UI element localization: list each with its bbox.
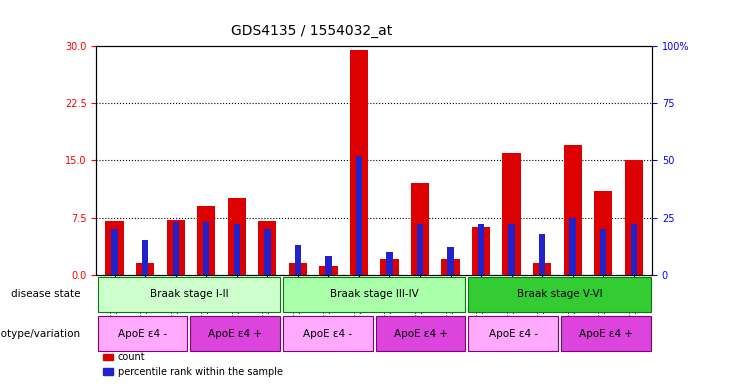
- Legend: count, percentile rank within the sample: count, percentile rank within the sample: [102, 350, 285, 379]
- Bar: [136, 263, 154, 275]
- Bar: [197, 206, 216, 275]
- Text: GDS4135 / 1554032_at: GDS4135 / 1554032_at: [230, 24, 392, 38]
- Text: ApoE ε4 -: ApoE ε4 -: [303, 329, 353, 339]
- FancyBboxPatch shape: [190, 316, 280, 351]
- FancyBboxPatch shape: [283, 316, 373, 351]
- Bar: [508, 224, 515, 275]
- Bar: [472, 227, 491, 275]
- Text: ApoE ε4 +: ApoE ε4 +: [208, 329, 262, 339]
- Bar: [625, 161, 643, 275]
- Text: ApoE ε4 +: ApoE ε4 +: [579, 329, 633, 339]
- Bar: [227, 199, 246, 275]
- Text: genotype/variation: genotype/variation: [0, 329, 81, 339]
- Text: ApoE ε4 +: ApoE ε4 +: [393, 329, 448, 339]
- Bar: [295, 245, 301, 275]
- Bar: [631, 224, 637, 275]
- Bar: [594, 191, 612, 275]
- Bar: [448, 247, 453, 275]
- Bar: [442, 260, 459, 275]
- Bar: [533, 263, 551, 275]
- Bar: [167, 220, 185, 275]
- Bar: [416, 224, 423, 275]
- Bar: [173, 222, 179, 275]
- Bar: [350, 50, 368, 275]
- Bar: [319, 266, 338, 275]
- Bar: [105, 221, 124, 275]
- FancyBboxPatch shape: [283, 276, 465, 312]
- Bar: [111, 229, 118, 275]
- Text: ApoE ε4 -: ApoE ε4 -: [488, 329, 538, 339]
- Bar: [203, 222, 210, 275]
- Bar: [539, 233, 545, 275]
- Bar: [502, 153, 521, 275]
- Text: Braak stage I-II: Braak stage I-II: [150, 289, 228, 300]
- FancyBboxPatch shape: [561, 316, 651, 351]
- Bar: [478, 224, 485, 275]
- Bar: [563, 145, 582, 275]
- Bar: [289, 263, 307, 275]
- Bar: [264, 229, 270, 275]
- FancyBboxPatch shape: [98, 276, 280, 312]
- Bar: [258, 221, 276, 275]
- Bar: [142, 240, 148, 275]
- Text: Braak stage V-VI: Braak stage V-VI: [516, 289, 602, 300]
- Bar: [570, 218, 576, 275]
- Text: ApoE ε4 -: ApoE ε4 -: [118, 329, 167, 339]
- FancyBboxPatch shape: [376, 316, 465, 351]
- Bar: [380, 260, 399, 275]
- Bar: [600, 229, 606, 275]
- Bar: [233, 224, 240, 275]
- Bar: [356, 156, 362, 275]
- FancyBboxPatch shape: [98, 316, 187, 351]
- FancyBboxPatch shape: [468, 316, 558, 351]
- Bar: [325, 257, 332, 275]
- Bar: [411, 183, 429, 275]
- Text: Braak stage III-IV: Braak stage III-IV: [330, 289, 419, 300]
- FancyBboxPatch shape: [468, 276, 651, 312]
- Bar: [386, 252, 393, 275]
- Text: disease state: disease state: [11, 289, 81, 300]
